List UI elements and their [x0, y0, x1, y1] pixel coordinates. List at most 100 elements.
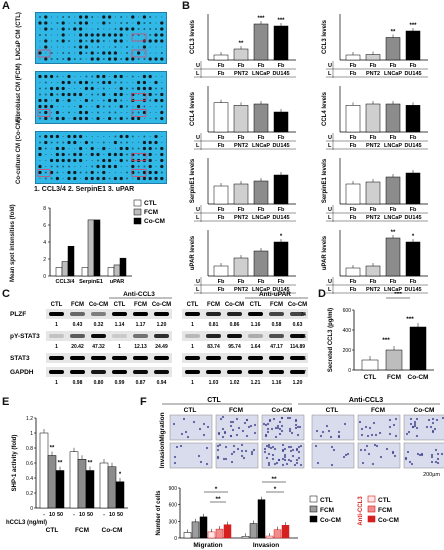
array-spot: [137, 28, 140, 30]
cell-mark: [294, 418, 298, 422]
array-spot: [39, 178, 41, 179]
array-spot: [126, 117, 128, 120]
cell-mark: [263, 447, 267, 451]
cell-mark: [179, 444, 183, 448]
array-spot: [55, 86, 59, 91]
array-spot: [79, 21, 83, 25]
array-spot: [74, 106, 76, 107]
cell-mark: [388, 418, 392, 422]
cell-mark: [294, 423, 298, 427]
x-tick-label: PNT2: [234, 71, 248, 77]
array-spot: [38, 152, 42, 157]
array-spot: [61, 146, 65, 151]
panel-e-letter: E: [2, 396, 10, 408]
cell-mark: [245, 418, 249, 422]
blot-band: [206, 370, 221, 374]
cell-mark: [366, 434, 370, 438]
array-spot: [97, 142, 99, 143]
dose-label: 10: [49, 512, 55, 518]
array-spot: [96, 176, 100, 181]
array-spot: [114, 88, 116, 89]
array-spot: [120, 99, 123, 102]
array-spot: [126, 22, 128, 24]
array-spot: [56, 46, 58, 48]
panel-a-letter: A: [2, 0, 10, 12]
array-spot: [91, 112, 93, 113]
x-tick-label: Fb: [350, 215, 357, 221]
array-spot: [97, 159, 99, 162]
array-spot: [73, 46, 76, 48]
bar: [215, 528, 224, 539]
array-spot: [45, 160, 47, 161]
legend-label: CTL: [320, 497, 333, 504]
x-tick-label: CCL3/4: [56, 279, 76, 285]
array-spot: [51, 46, 53, 48]
band-quantity: 1.17: [136, 322, 146, 328]
panel-f-letter: F: [140, 396, 147, 408]
y-tick-label: 0.6: [26, 461, 33, 467]
cell-mark: [420, 453, 424, 457]
band-quantity: 0.81: [209, 322, 219, 328]
array-spot: [138, 142, 140, 143]
blot-band: [112, 334, 127, 338]
y-tick-label: 200: [343, 348, 352, 354]
blot-band: [248, 312, 263, 316]
array-spot: [84, 15, 88, 19]
array-spot: [148, 92, 152, 97]
dose-label: -: [73, 512, 75, 518]
array-spot: [55, 176, 59, 181]
array-spot: [154, 140, 158, 145]
array-spot: [68, 165, 70, 168]
significance-mark: ***: [406, 316, 414, 323]
array-spot: [51, 34, 53, 36]
array-spot: [155, 117, 157, 120]
cell-mark: [378, 431, 382, 435]
x-tick-label: LNCaP: [252, 71, 270, 77]
band-quantity: 0.58: [272, 322, 282, 328]
row-letter: L: [328, 215, 332, 221]
array-spot: [108, 33, 112, 37]
array-spot: [160, 110, 164, 115]
cell-mark: [241, 429, 245, 433]
array-spot: [143, 165, 146, 168]
band-quantity: 83.74: [207, 344, 220, 350]
array-spot: [44, 81, 47, 84]
array-spot: [161, 46, 163, 48]
array-spot: [114, 81, 117, 84]
cell-mark: [294, 426, 298, 430]
array-spot: [155, 112, 157, 113]
column-header: FCM: [229, 407, 243, 414]
band-quantity: 47.17: [270, 344, 283, 350]
array-spot: [39, 82, 41, 83]
array-spot: [62, 178, 64, 179]
significance-mark: **: [271, 476, 277, 483]
x-tick-label: Fb: [218, 279, 225, 285]
array-spot: [79, 39, 83, 43]
array-spot: [108, 57, 112, 61]
cell-mark: [408, 460, 412, 464]
array-spot: [137, 21, 141, 25]
array-spot: [91, 81, 94, 84]
array-spot: [45, 52, 47, 54]
cell-mark: [265, 444, 269, 448]
x-tick-label: DU145: [404, 143, 421, 149]
cell-mark: [374, 433, 378, 437]
array-spot: [74, 52, 76, 54]
legend-swatch: [309, 505, 318, 513]
significance-mark: ***: [382, 337, 390, 344]
array-spot: [119, 33, 123, 37]
blot-band: [185, 334, 200, 338]
array-spot: [114, 135, 117, 138]
array-spot: [50, 158, 54, 163]
x-tick-label: DU145: [404, 287, 421, 293]
array-spot: [79, 104, 83, 109]
group-label: FCM: [75, 527, 89, 534]
array-spot: [85, 154, 87, 155]
band-quantity: 1.21: [251, 380, 261, 386]
bar: [107, 267, 115, 277]
bar: [213, 185, 229, 205]
array-spot: [79, 171, 82, 174]
array-spot: [142, 176, 146, 181]
array-spot: [161, 136, 163, 137]
significance-mark: **: [58, 461, 63, 467]
